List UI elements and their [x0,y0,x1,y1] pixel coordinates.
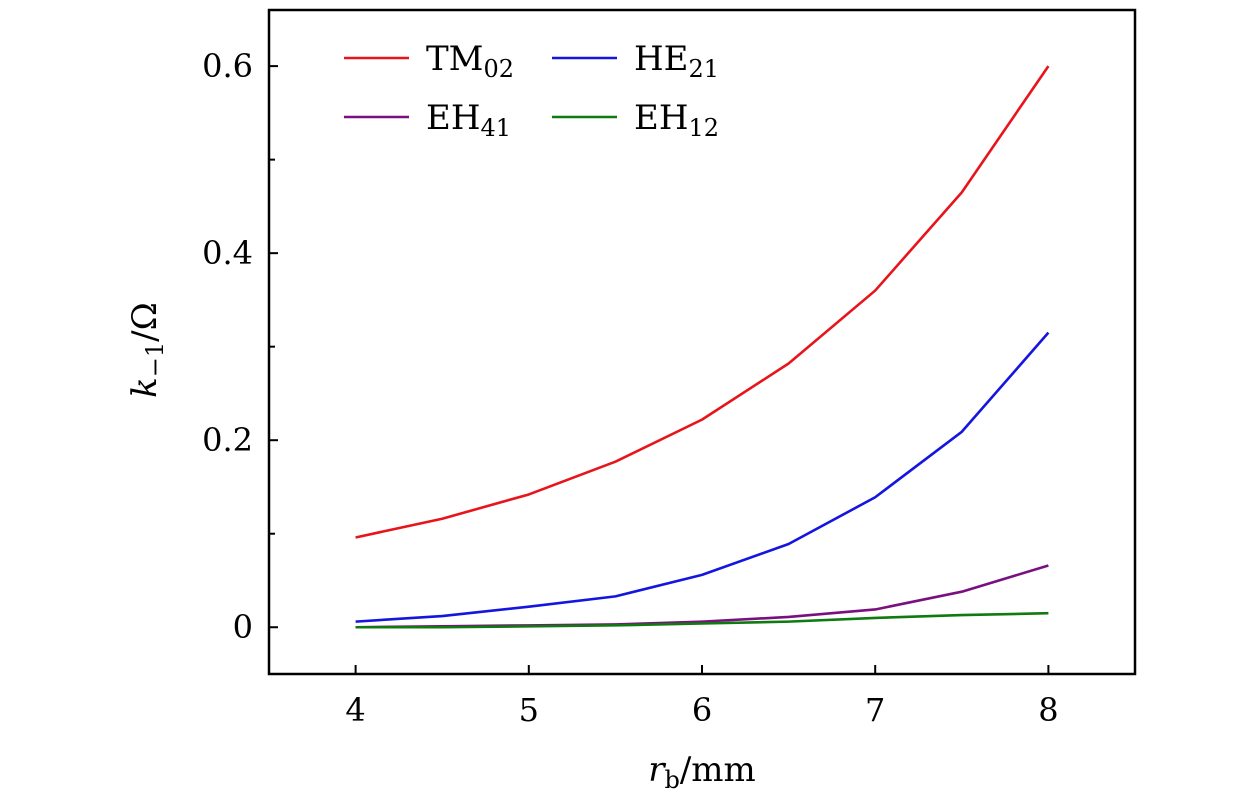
series-line-he21 [355,331,1050,623]
legend-series-name: TM [426,39,484,79]
x-tick-label: 4 [345,691,365,729]
legend-label: HE21 [634,39,719,83]
legend-series-name: EH [426,98,480,138]
legend-label: TM02 [426,39,514,83]
legend-label: EH41 [426,98,511,142]
y-tick-label: 0 [233,608,253,646]
x-axis-label-sub: b [664,766,679,794]
legend-series-subscript: 21 [688,55,719,83]
y-tick-label: 0.4 [202,234,253,272]
y-axis: 0 0.2 0.4 0.6 [202,47,278,646]
y-axis-label-main: k [125,377,165,398]
series-line-tm02 [355,65,1050,539]
legend-series-subscript: 02 [484,55,515,83]
legend-series-name: EH [634,98,688,138]
legend-series-name: HE [634,39,688,79]
x-tick-label: 5 [519,691,539,729]
x-axis-label-main: r [648,750,666,790]
y-axis-label: k−1/Ω [125,302,169,398]
x-axis-label: rb/mm [648,750,756,794]
x-axis-label-unit: /mm [680,750,756,790]
legend-label: EH12 [634,98,719,142]
legend-series-subscript: 41 [480,114,511,142]
y-axis-label-unit: /Ω [125,302,165,342]
series-line-eh12 [355,611,1049,629]
x-tick-label: 8 [1038,691,1058,729]
y-axis-label-sub: −1 [141,342,169,377]
x-tick-label: 6 [692,691,712,729]
x-tick-label: 7 [865,691,885,729]
x-axis: 4 5 6 7 8 [345,665,1059,729]
series-layer [355,65,1050,629]
y-tick-label: 0.2 [202,421,253,459]
y-tick-label: 0.6 [202,47,253,85]
legend-series-subscript: 12 [688,114,719,142]
